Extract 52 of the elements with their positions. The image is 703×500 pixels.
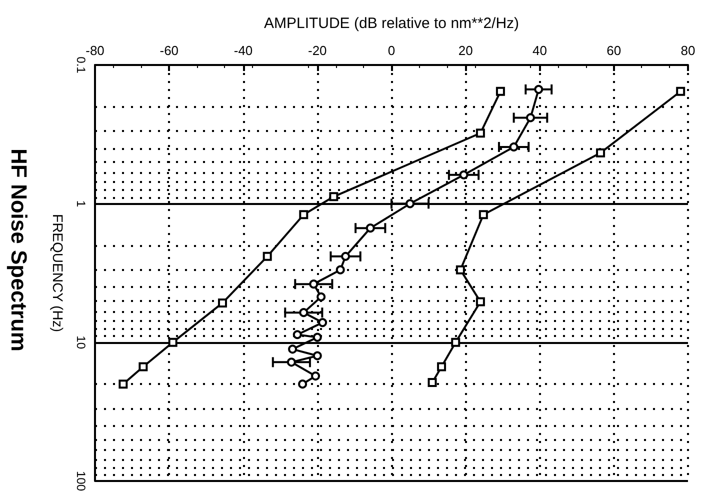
- point: [428, 378, 437, 388]
- point: [476, 297, 485, 306]
- x-tick-label: -80: [86, 43, 104, 58]
- point: [288, 344, 298, 354]
- x-tick-label: 40: [532, 43, 547, 58]
- point: [118, 380, 128, 389]
- point: [676, 86, 686, 96]
- y-axis-title: FREQUENCY (Hz): [50, 214, 66, 332]
- x-tick-label: 0: [388, 43, 396, 58]
- point: [366, 224, 375, 233]
- point: [262, 252, 272, 261]
- x-tick-label: 80: [680, 43, 696, 58]
- y-tick-label: 100: [74, 470, 88, 492]
- y-tick-label: 0.1: [74, 56, 88, 74]
- point: [456, 265, 465, 274]
- point: [459, 170, 468, 180]
- point: [312, 332, 322, 342]
- point: [329, 192, 338, 202]
- point: [526, 113, 535, 122]
- point: [292, 330, 302, 340]
- point: [298, 380, 308, 389]
- point: [138, 362, 148, 372]
- point: [341, 252, 350, 261]
- point: [309, 280, 318, 289]
- point: [596, 148, 606, 158]
- point: [299, 210, 308, 220]
- point: [286, 358, 296, 367]
- y-tick-label: 1: [74, 200, 88, 208]
- point: [406, 199, 415, 208]
- point: [478, 210, 488, 220]
- point: [509, 142, 518, 152]
- x-tick-label: 60: [606, 43, 622, 58]
- y-tick-label: 10: [74, 336, 88, 350]
- point: [299, 308, 308, 318]
- x-tick-label: -60: [160, 43, 179, 58]
- point: [437, 362, 446, 372]
- point: [311, 372, 320, 381]
- point: [451, 338, 460, 347]
- x-tick-label: -20: [308, 43, 327, 58]
- point: [316, 292, 326, 302]
- point: [534, 84, 544, 94]
- point: [218, 298, 227, 308]
- point: [312, 351, 322, 360]
- point: [318, 318, 328, 328]
- point: [496, 86, 505, 96]
- x-tick-label: 20: [458, 43, 473, 58]
- point: [336, 265, 345, 274]
- x-axis-title: AMPLITUDE (dB relative to nm**2/Hz): [264, 15, 520, 32]
- point: [476, 128, 485, 138]
- point: [168, 338, 178, 347]
- x-tick-label: -40: [234, 43, 253, 58]
- text: HF Noise Spectrum: [6, 148, 32, 352]
